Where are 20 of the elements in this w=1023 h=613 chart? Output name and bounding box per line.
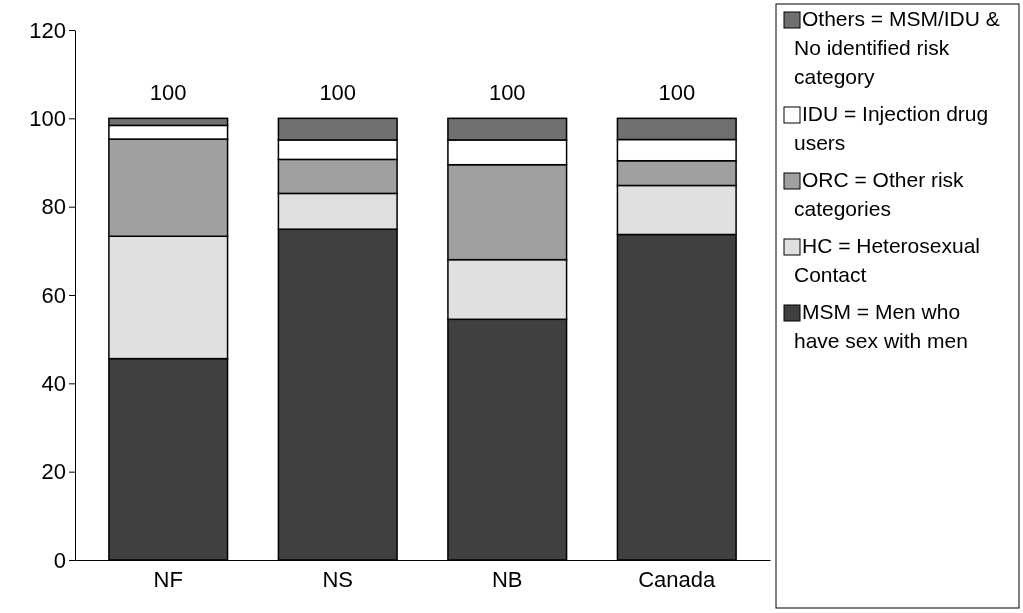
legend-label: HC = Heterosexual Contact: [794, 234, 980, 286]
y-tick-label: 120: [29, 17, 66, 43]
legend-label: Others = MSM/IDU & No identified risk category: [794, 7, 1000, 88]
x-tick-label: NS: [322, 567, 354, 593]
legend-label: IDU = Injection drug users: [794, 102, 989, 154]
y-tick-label: 60: [41, 282, 66, 308]
y-tick-label: 40: [41, 370, 66, 396]
total-label: 100: [488, 80, 526, 106]
legend-label: ORC = Other risk categories: [794, 168, 965, 220]
total-label: 100: [658, 80, 696, 106]
total-label: 100: [149, 80, 187, 106]
x-tick-label: NB: [491, 567, 523, 593]
y-tick-label: 80: [41, 194, 66, 220]
legend-label: MSM = Men who have sex with men: [794, 300, 968, 352]
y-tick-label: 20: [41, 459, 66, 485]
y-tick-label: 100: [29, 105, 66, 131]
x-tick-label: NF: [153, 567, 183, 593]
y-tick-label: 0: [53, 547, 66, 573]
total-label: 100: [319, 80, 357, 106]
x-tick-label: Canada: [638, 567, 717, 593]
